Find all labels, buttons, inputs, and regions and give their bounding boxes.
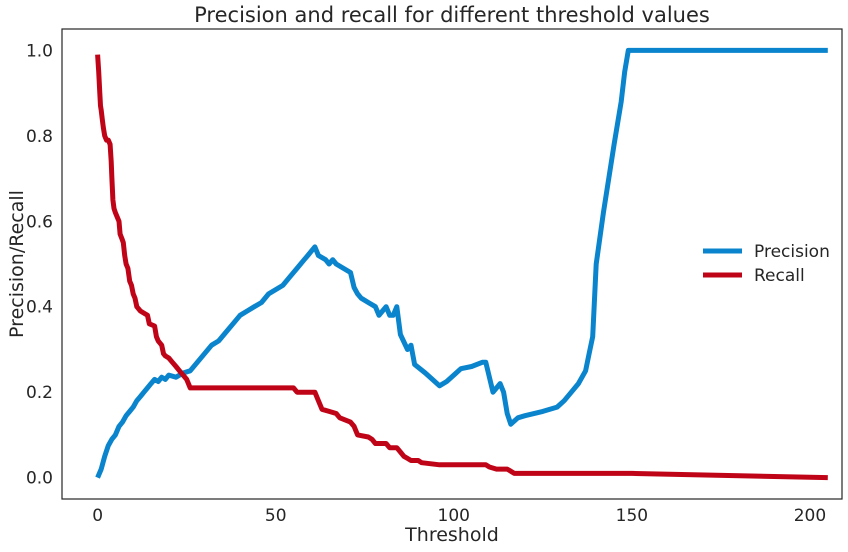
- plot-frame: [61, 28, 843, 500]
- recall-line: [95, 54, 828, 481]
- x-tick-label: 100: [438, 506, 470, 526]
- x-tick-label: 150: [616, 506, 648, 526]
- axis-ticks: 0 50 100 150 200 0.0 0.2 0.4 0.6 0.8 1.0: [26, 41, 826, 526]
- chart-title: Precision and recall for different thres…: [194, 3, 710, 27]
- x-tick-label: 50: [265, 506, 287, 526]
- y-tick-label: 0.0: [26, 469, 53, 489]
- y-tick-label: 1.0: [26, 41, 53, 61]
- x-tick-label: 0: [92, 506, 103, 526]
- legend: Precision Recall: [703, 242, 830, 286]
- y-tick-label: 0.4: [26, 298, 53, 318]
- y-axis-label: Precision/Recall: [6, 190, 28, 338]
- precision-legend-label: Precision: [754, 242, 830, 262]
- precision-line: [95, 47, 828, 479]
- y-tick-label: 0.8: [26, 127, 53, 147]
- y-tick-label: 0.2: [26, 383, 53, 403]
- x-axis-label: Threshold: [404, 524, 499, 546]
- x-tick-label: 200: [794, 506, 826, 526]
- y-tick-label: 0.6: [26, 212, 53, 232]
- recall-legend-label: Recall: [754, 266, 805, 286]
- plot-area: [95, 47, 828, 481]
